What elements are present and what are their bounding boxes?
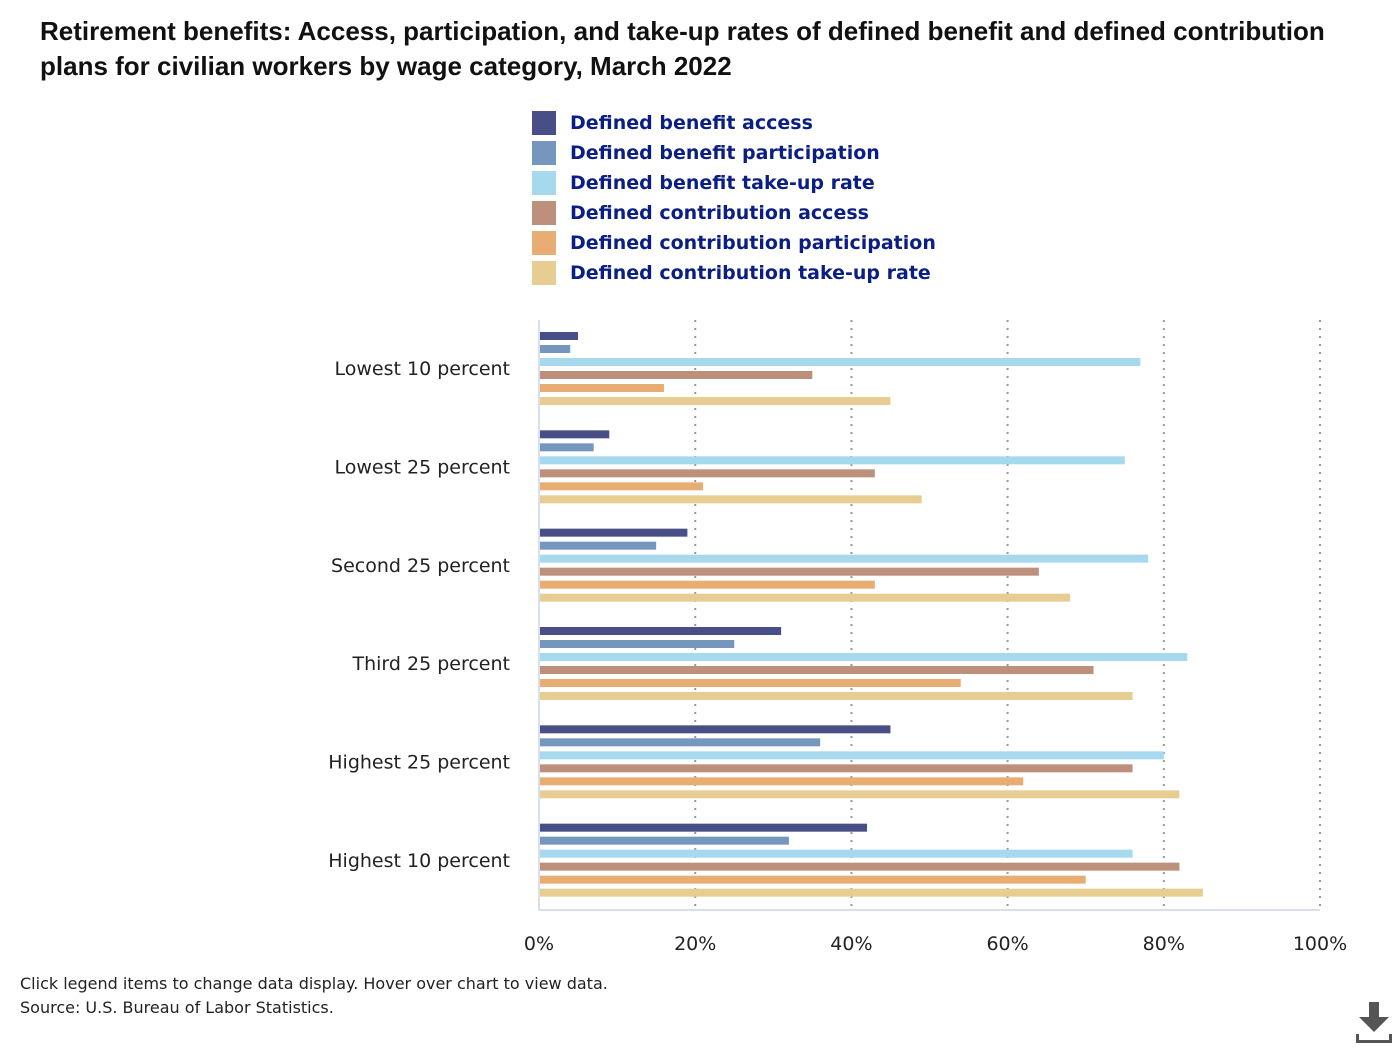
y-category-label: Lowest 25 percent [335,457,510,479]
legend-swatch [532,111,556,135]
bar[interactable]: Defined contribution take-up rate: 68% [540,593,1071,602]
download-icon[interactable] [1354,1000,1394,1044]
bar[interactable]: Defined benefit participation: 4% [540,345,571,353]
bar[interactable]: Defined contribution participation: 70% [540,875,1086,884]
bar[interactable]: Defined contribution take-up rate: 76% [540,692,1133,700]
x-tick-label: 40% [830,933,872,955]
legend-label: Defined benefit access [570,112,813,134]
bar[interactable]: Defined contribution participation: 16% [540,384,664,392]
legend-swatch [532,141,556,165]
bar[interactable]: Defined benefit access: 45% [540,725,891,734]
y-category-label: Highest 25 percent [328,752,510,774]
bar[interactable]: Defined benefit participation: 32% [540,836,789,845]
bar[interactable]: Defined benefit access: 5% [540,332,579,340]
legend-item[interactable]: Defined benefit access [532,108,936,138]
bar[interactable]: Defined benefit access: 42% [540,823,868,832]
bar[interactable]: Defined contribution take-up rate: 49% [540,495,922,504]
x-tick-label: 100% [1293,933,1347,955]
legend-label: Defined contribution take-up rate [570,262,931,284]
bar[interactable]: Defined contribution access: 43% [540,469,875,478]
chart-legend: Defined benefit access Defined benefit pa… [532,108,936,288]
source-note: Source: U.S. Bureau of Labor Statistics. [20,998,334,1017]
chart-footnote: Click legend items to change data displa… [20,972,608,1020]
legend-label: Defined contribution access [570,202,869,224]
bar[interactable]: Defined benefit take-up rate: 76% [540,849,1133,858]
legend-swatch [532,171,556,195]
bar[interactable]: Defined benefit access: 9% [540,430,610,439]
y-category-label: Highest 10 percent [328,850,510,872]
footnote-instructions: Click legend items to change data displa… [20,974,608,993]
bar[interactable]: Defined benefit access: 19% [540,528,688,537]
legend-label: Defined benefit participation [570,142,880,164]
bar[interactable]: Defined contribution access: 76% [540,764,1133,773]
x-tick-label: 20% [674,933,716,955]
legend-swatch [532,201,556,225]
x-tick-label: 60% [986,933,1028,955]
bar[interactable]: Defined contribution participation: 43% [540,580,875,589]
bar[interactable]: Defined benefit access: 31% [540,627,782,635]
bar[interactable]: Defined benefit participation: 36% [540,738,821,747]
y-category-label: Second 25 percent [331,555,510,577]
bar[interactable]: Defined benefit participation: 7% [540,443,594,452]
legend-item[interactable]: Defined benefit take-up rate [532,168,936,198]
bar[interactable]: Defined contribution access: 71% [540,666,1094,674]
legend-item[interactable]: Defined contribution access [532,198,936,228]
legend-swatch [532,231,556,255]
bar[interactable]: Defined contribution participation: 21% [540,482,704,491]
bar[interactable]: Defined benefit take-up rate: 75% [540,456,1125,465]
legend-label: Defined benefit take-up rate [570,172,875,194]
bar[interactable]: Defined benefit participation: 15% [540,541,657,550]
bar[interactable]: Defined contribution participation: 62% [540,777,1024,786]
legend-label: Defined contribution participation [570,232,936,254]
y-category-label: Third 25 percent [352,653,511,675]
bar[interactable]: Defined contribution access: 35% [540,371,813,379]
bar[interactable]: Defined contribution take-up rate: 82% [540,790,1180,799]
x-tick-label: 0% [524,933,554,955]
bar[interactable]: Defined contribution take-up rate: 45% [540,397,891,405]
bar[interactable]: Defined contribution participation: 54% [540,679,961,687]
chart-title: Retirement benefits: Access, participati… [40,16,1325,81]
bar[interactable]: Defined benefit take-up rate: 78% [540,554,1149,563]
bar[interactable]: Defined benefit take-up rate: 77% [540,358,1141,366]
x-tick-label: 80% [1143,933,1185,955]
legend-item[interactable]: Defined benefit participation [532,138,936,168]
bar[interactable]: Defined contribution take-up rate: 85% [540,888,1203,897]
y-category-label: Lowest 10 percent [335,358,510,380]
bar[interactable]: Defined contribution access: 64% [540,567,1039,576]
bar[interactable]: Defined benefit take-up rate: 80% [540,751,1164,760]
bar[interactable]: Defined benefit take-up rate: 83% [540,653,1188,661]
legend-swatch [532,261,556,285]
bar[interactable]: Defined contribution access: 82% [540,862,1180,871]
legend-item[interactable]: Defined contribution participation [532,228,936,258]
legend-item[interactable]: Defined contribution take-up rate [532,258,936,288]
bar[interactable]: Defined benefit participation: 25% [540,640,735,648]
